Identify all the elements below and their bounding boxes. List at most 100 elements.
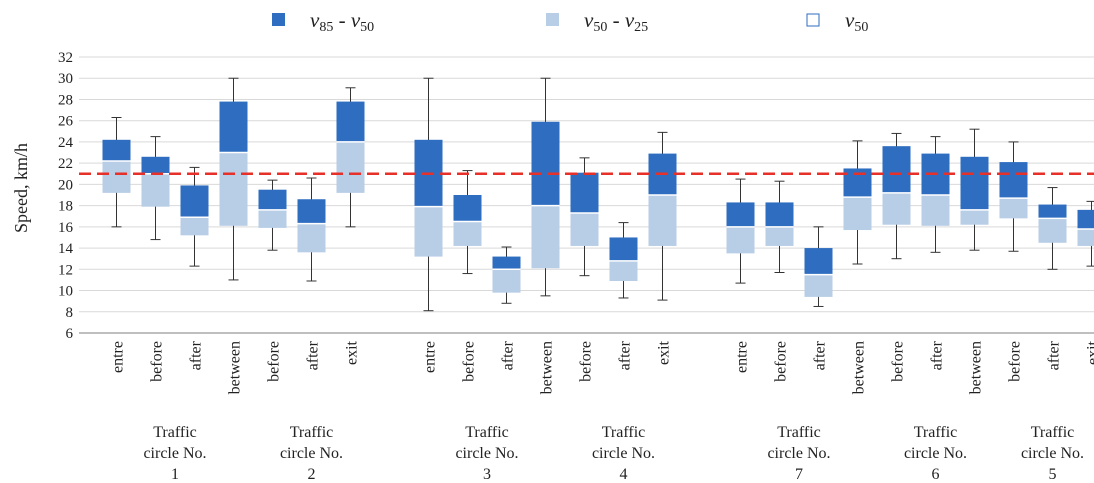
group-label-line: Traffic [153, 424, 197, 441]
x-tick-label: exit [344, 340, 361, 365]
legend-item: v50 [806, 8, 868, 35]
x-tick-label: before [149, 341, 166, 382]
box-before [765, 180, 794, 273]
box-lower-p25-p50 [1038, 218, 1067, 243]
box-upper-p50-p85 [453, 195, 482, 222]
box-upper-p50-p85 [882, 146, 911, 193]
box-upper-p50-p85 [765, 202, 794, 227]
legend-text: v [625, 8, 635, 32]
box-before [258, 179, 287, 251]
group-label-line: circle No. [143, 445, 206, 462]
group-label-line: Traffic [465, 424, 509, 441]
legend-text: v [845, 8, 855, 32]
x-tick-label: between [227, 341, 244, 394]
chart-legend: v85 - v50 v50 - v25 v50 [272, 8, 868, 35]
x-tick-label: exit [1085, 340, 1094, 365]
legend-label: v85 - v50 [310, 8, 374, 35]
group-label-line: circle No. [592, 445, 655, 462]
box-lower-p25-p50 [609, 260, 638, 281]
legend-text: v [351, 8, 361, 32]
x-tick-label: before [578, 341, 595, 382]
x-tick-label: entre [110, 341, 127, 373]
box-lower-p25-p50 [570, 213, 599, 246]
legend-text: v [310, 8, 320, 32]
box-lower-p25-p50 [804, 274, 833, 297]
x-tick-labels: entre before after between before after exit en… [110, 340, 1094, 394]
y-tick-label: 10 [58, 284, 73, 300]
group-label-line: 6 [932, 466, 940, 483]
legend-item: v85 - v50 [272, 8, 374, 35]
box-entre [102, 117, 131, 228]
box-between [531, 77, 560, 297]
group-label-line: circle No. [455, 445, 518, 462]
box-upper-p50-p85 [141, 156, 170, 174]
box-lower-p25-p50 [765, 226, 794, 246]
box-exit [336, 87, 365, 228]
y-tick-label: 24 [58, 135, 74, 151]
box-upper-p50-p85 [258, 189, 287, 210]
group-label-line: 1 [171, 466, 179, 483]
group-label-line: circle No. [1021, 445, 1084, 462]
group-label-line: Traffic [1031, 424, 1075, 441]
box-lower-p25-p50 [141, 173, 170, 207]
box-lower-p25-p50 [648, 195, 677, 246]
legend-item: v50 - v25 [546, 8, 648, 35]
x-tick-label: after [812, 340, 829, 370]
y-tick-label: 16 [58, 220, 74, 236]
y-gridlines [79, 56, 1094, 334]
box-series [102, 77, 1094, 312]
y-tick-label: 8 [66, 305, 74, 321]
legend-label: v50 - v25 [584, 8, 648, 35]
box-lower-p25-p50 [180, 217, 209, 236]
box-before [453, 170, 482, 275]
box-before [999, 141, 1028, 252]
box-upper-p50-p85 [1038, 204, 1067, 219]
group-label-line: 2 [308, 466, 316, 483]
group-label-line: circle No. [904, 445, 967, 462]
box-upper-p50-p85 [492, 256, 521, 270]
x-tick-label: between [968, 341, 985, 394]
x-tick-label: after [617, 340, 634, 370]
box-after [804, 226, 833, 307]
y-tick-label: 20 [58, 177, 73, 193]
box-lower-p25-p50 [102, 161, 131, 193]
y-tick-label: 22 [58, 156, 73, 172]
legend-swatch-outline [806, 13, 820, 27]
box-entre [414, 77, 443, 312]
box-after [921, 136, 950, 253]
group-label-line: 4 [620, 466, 628, 483]
group-label-line: circle No. [280, 445, 343, 462]
box-between [960, 128, 989, 251]
box-after [1038, 187, 1067, 270]
box-lower-p25-p50 [999, 198, 1028, 219]
x-tick-label: before [266, 341, 283, 382]
box-upper-p50-p85 [804, 248, 833, 275]
x-tick-label: after [188, 340, 205, 370]
box-exit [648, 131, 677, 301]
box-upper-p50-p85 [102, 139, 131, 162]
box-lower-p25-p50 [882, 192, 911, 225]
box-upper-p50-p85 [336, 101, 365, 142]
group-label-line: 7 [795, 466, 803, 483]
box-between [843, 140, 872, 265]
group-labels: Traffic circle No. 1 Traffic circle No. 2 Traf… [143, 424, 1084, 483]
box-upper-p50-p85 [219, 101, 248, 153]
box-upper-p50-p85 [960, 156, 989, 210]
box-lower-p25-p50 [414, 206, 443, 257]
box-between [219, 77, 248, 281]
box-exit [1077, 200, 1094, 267]
legend-subscript: 85 [319, 20, 333, 35]
y-tick-label: 28 [58, 92, 73, 108]
group-label-line: Traffic [290, 424, 334, 441]
y-tick-label: 12 [58, 262, 73, 278]
box-upper-p50-p85 [726, 202, 755, 227]
legend-subscript: 50 [593, 20, 607, 35]
group-label-line: Traffic [777, 424, 821, 441]
box-lower-p25-p50 [492, 269, 521, 293]
x-tick-label: exit [656, 340, 673, 365]
box-before [141, 136, 170, 241]
x-tick-label: before [461, 341, 478, 382]
legend-text: - [333, 8, 351, 32]
x-tick-label: after [1046, 340, 1063, 370]
